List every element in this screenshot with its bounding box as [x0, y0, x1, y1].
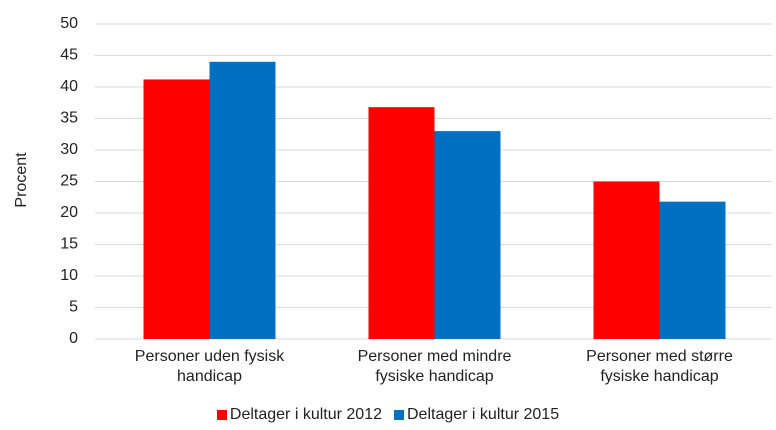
y-tick-label: 20 — [60, 204, 78, 221]
y-axis-label: Procent — [13, 152, 30, 208]
legend-label: Deltager i kultur 2015 — [407, 406, 560, 423]
y-tick-label: 30 — [60, 141, 78, 158]
legend-swatch — [394, 410, 404, 420]
legend-item: Deltager i kultur 2012 — [216, 406, 382, 424]
bar — [368, 107, 435, 339]
bar — [209, 61, 276, 340]
bar — [143, 79, 210, 339]
y-tick-label: 10 — [60, 267, 78, 284]
x-tick-label: Personer uden fysisk handicap — [134, 348, 285, 385]
x-tick-label: Personer med mindre fysiske handicap — [357, 348, 512, 385]
y-tick-label: 35 — [60, 110, 78, 127]
y-tick-label: 40 — [60, 78, 78, 95]
y-tick-label: 45 — [60, 47, 78, 64]
legend-label: Deltager i kultur 2012 — [229, 406, 382, 423]
y-tick-label: 5 — [69, 299, 78, 316]
bar — [659, 201, 726, 339]
bar — [434, 131, 501, 339]
legend: Deltager i kultur 2012 Deltager i kultur … — [0, 406, 776, 425]
bar — [593, 181, 660, 339]
y-tick-label: 50 — [60, 15, 78, 32]
legend-swatch — [216, 410, 227, 420]
y-tick-label: 0 — [69, 330, 78, 347]
x-tick-label: Personer med større fysiske handicap — [586, 348, 733, 385]
y-tick-label: 15 — [60, 236, 78, 253]
y-tick-label: 25 — [60, 173, 78, 190]
legend-item: Deltager i kultur 2015 — [394, 406, 559, 424]
